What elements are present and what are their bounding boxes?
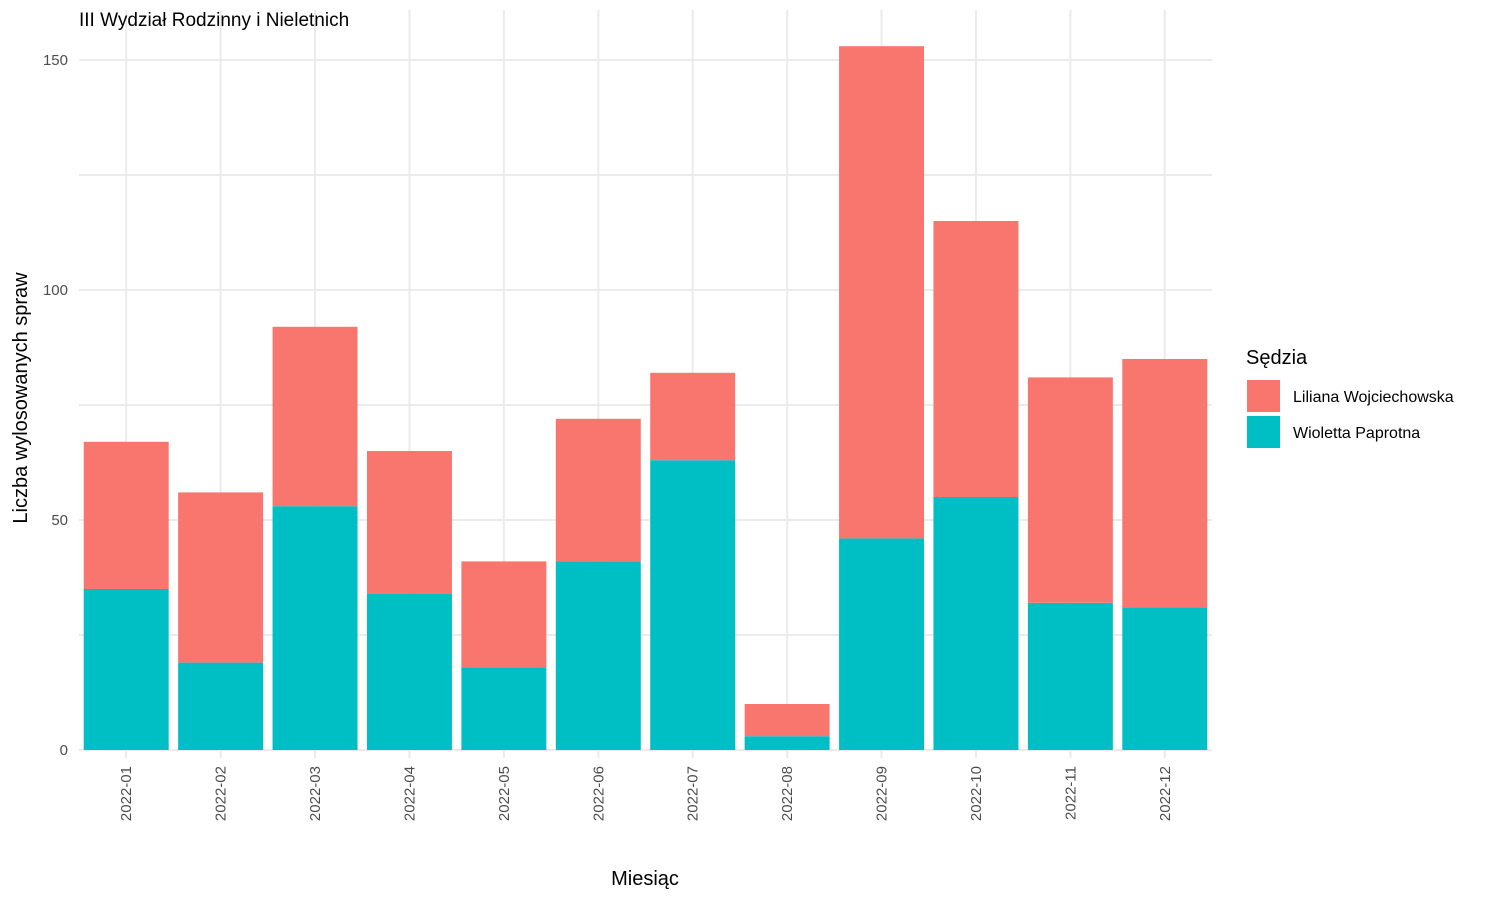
x-tick-labels: 2022-01 2022-02 2022-03 2022-04 2022-05 2022-… — [118, 766, 1174, 821]
x-tick-label: 2022-11 — [1062, 766, 1079, 820]
x-tick-label: 2022-12 — [1157, 766, 1174, 821]
y-tick-label: 150 — [43, 52, 68, 69]
x-axis-title: Miesiąc — [611, 868, 679, 890]
legend-swatch — [1247, 380, 1280, 412]
bar-segment — [1122, 359, 1208, 608]
legend-label: Liliana Wojciechowska — [1293, 389, 1454, 406]
bar-segment — [178, 492, 264, 663]
bar-segment — [272, 506, 358, 750]
bar-segment — [178, 662, 264, 750]
x-tick-label: 2022-05 — [496, 766, 513, 821]
bar-segment — [83, 441, 169, 589]
bar-segment — [366, 451, 452, 594]
bar-segment — [555, 418, 641, 562]
y-tick-label: 0 — [60, 742, 68, 759]
x-tick-label: 2022-04 — [401, 766, 418, 821]
x-tick-label: 2022-02 — [213, 766, 230, 821]
legend: Sędzia Liliana Wojciechowska Wioletta Pap… — [1246, 347, 1454, 448]
y-tick-labels: 0 50 100 150 — [43, 52, 68, 759]
bar-segment — [839, 538, 925, 750]
bar-segment — [1027, 602, 1113, 750]
bar-segment — [461, 561, 547, 668]
bar-segment — [555, 561, 641, 750]
x-tick-label: 2022-01 — [118, 766, 135, 821]
legend-title: Sędzia — [1246, 347, 1308, 369]
bar-segment — [461, 667, 547, 750]
x-tick-label: 2022-10 — [968, 766, 985, 821]
x-tick-label: 2022-07 — [685, 766, 702, 821]
legend-label: Wioletta Paprotna — [1293, 425, 1420, 442]
y-axis-title: Liczba wylosowanych spraw — [10, 272, 32, 524]
y-tick-label: 100 — [43, 282, 68, 299]
bar-segment — [744, 704, 830, 737]
bar-segment — [650, 460, 736, 750]
bar-segment — [272, 326, 358, 507]
x-tick-label: 2022-03 — [307, 766, 324, 821]
bar-segment — [366, 593, 452, 750]
x-tick-label: 2022-08 — [779, 766, 796, 821]
bar-segment — [744, 736, 830, 750]
bar-segment — [839, 46, 925, 539]
y-tick-label: 50 — [51, 512, 68, 529]
bar-segment — [933, 497, 1019, 750]
bar-segment — [1027, 377, 1113, 603]
x-tick-label: 2022-06 — [590, 766, 607, 821]
bars — [83, 46, 1208, 750]
bar-segment — [83, 589, 169, 750]
x-tick-label: 2022-09 — [874, 766, 891, 821]
chart-title: III Wydział Rodzinny i Nieletnich — [79, 10, 349, 31]
bar-segment — [650, 372, 736, 461]
bar-segment — [1122, 607, 1208, 750]
legend-swatch — [1247, 416, 1280, 448]
bar-segment — [933, 221, 1019, 497]
